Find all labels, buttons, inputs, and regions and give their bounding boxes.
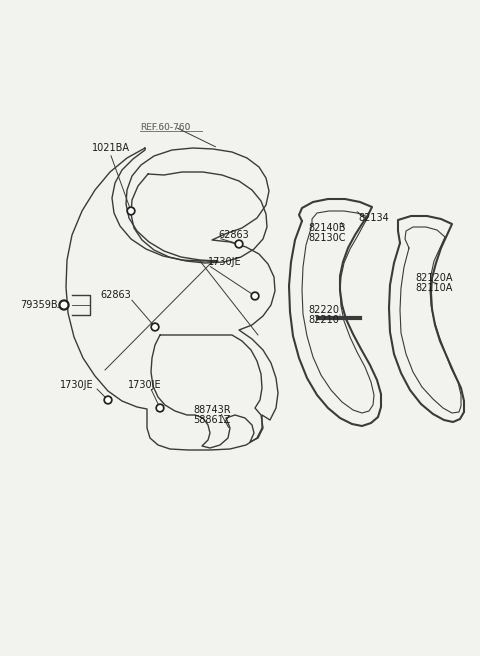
Circle shape (235, 240, 243, 248)
Text: 1730JE: 1730JE (60, 380, 94, 390)
Text: 1730JE: 1730JE (128, 380, 162, 390)
Text: 79359B: 79359B (20, 300, 58, 310)
Text: 82140B: 82140B (308, 223, 346, 233)
Circle shape (251, 292, 259, 300)
Circle shape (104, 396, 112, 404)
Circle shape (237, 242, 241, 246)
Text: 1021BA: 1021BA (92, 143, 130, 153)
Text: REF.60-760: REF.60-760 (140, 123, 191, 131)
Text: 58861Z: 58861Z (193, 415, 230, 425)
Circle shape (153, 325, 157, 329)
Text: REF.60-760: REF.60-760 (140, 123, 191, 131)
Text: 82120A: 82120A (415, 273, 453, 283)
Text: 82110A: 82110A (415, 283, 452, 293)
Circle shape (151, 323, 159, 331)
Circle shape (129, 209, 133, 213)
Text: 82134: 82134 (358, 213, 389, 223)
Circle shape (156, 404, 164, 412)
Text: 82130C: 82130C (308, 233, 346, 243)
Circle shape (127, 207, 135, 215)
Text: 82210: 82210 (308, 315, 339, 325)
Circle shape (59, 300, 69, 310)
Circle shape (158, 406, 162, 410)
Text: 82220: 82220 (308, 305, 339, 315)
Text: 88743R: 88743R (193, 405, 230, 415)
Text: 62863: 62863 (218, 230, 249, 240)
Circle shape (106, 398, 110, 402)
Circle shape (61, 302, 67, 308)
Text: 1730JE: 1730JE (208, 257, 241, 267)
Circle shape (253, 294, 257, 298)
Text: 62863: 62863 (100, 290, 131, 300)
